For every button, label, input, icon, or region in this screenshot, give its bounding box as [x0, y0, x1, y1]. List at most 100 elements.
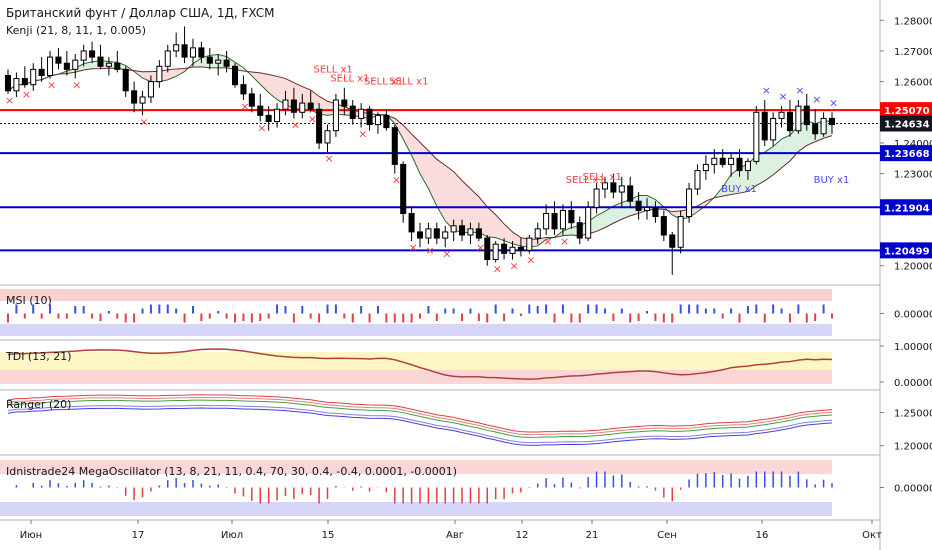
level-tag-label: 1.20499 [884, 246, 930, 257]
chart-title: Британский фунт / Доллар США, 1Д, FXCM [6, 6, 275, 20]
candle-body [139, 96, 146, 104]
x-tick-label: 21 [586, 530, 599, 541]
candle-body [55, 56, 62, 64]
kenji-label: Kenji (21, 8, 11, 1, 0.005) [6, 24, 147, 37]
candle-body [114, 62, 121, 70]
candle-body [290, 99, 297, 113]
price-tick-label: 1.24000 [894, 139, 932, 150]
last-price-tag [880, 115, 932, 132]
candle-body [80, 50, 87, 61]
sell-signal-label: SELL x1 [566, 175, 605, 186]
sell-x-marker: × [240, 100, 249, 113]
candle-body [13, 78, 20, 92]
ranger-line [7, 404, 833, 444]
sell-signal-label: SELL x1 [389, 77, 428, 88]
candle-body [332, 99, 339, 132]
candle-body [686, 188, 693, 218]
level-tag [880, 145, 932, 162]
kenji-fast-line [7, 53, 833, 248]
sell-x-marker: × [325, 152, 334, 165]
sell-x-marker: × [140, 115, 149, 128]
candle-body [459, 225, 466, 236]
level-tag [880, 102, 932, 119]
candle-body [543, 213, 550, 230]
buy-x-marker: × [779, 90, 788, 103]
sell-x-marker: × [22, 88, 31, 101]
kenji-band [722, 174, 732, 197]
sell-signal-label: SELL x1 [364, 77, 403, 88]
candle-body [803, 105, 810, 126]
x-tick-label: 16 [756, 530, 769, 541]
candle-body [509, 246, 516, 254]
candle-body [442, 231, 449, 239]
candle-body [4, 74, 12, 92]
kenji-band [562, 227, 572, 236]
candle-body [795, 105, 802, 132]
candle-body [47, 56, 54, 76]
x-tick-label: 17 [132, 530, 145, 541]
ranger-line [7, 396, 833, 436]
msi-lower-zone [0, 324, 832, 336]
x-tick-label: Июн [20, 530, 42, 541]
candle-body [122, 68, 129, 92]
kenji-band [436, 159, 446, 221]
kenji-band [83, 61, 93, 70]
candle-body [627, 185, 634, 202]
candle-body [147, 81, 154, 98]
sell-x-marker: × [392, 174, 401, 187]
price-tick-label: 1.26000 [894, 78, 932, 89]
candle-body [618, 185, 625, 193]
candle-body [341, 99, 348, 107]
x-tick-label: Июл [221, 530, 243, 541]
kenji-band [192, 57, 202, 68]
sell-x-marker: × [5, 94, 14, 107]
candle-body [97, 56, 104, 67]
sell-x-marker: × [442, 247, 451, 260]
sell-x-marker: × [257, 121, 266, 134]
x-tick-label: Авг [446, 530, 464, 541]
candle-body [467, 228, 474, 236]
candle-body [677, 216, 684, 248]
candle-body [265, 114, 272, 122]
kenji-band [445, 165, 454, 230]
candle-body [601, 182, 609, 190]
sell-signal-label: SELL x1 [583, 172, 622, 183]
candle-body [786, 111, 793, 132]
kenji-band [781, 135, 790, 168]
candle-body [105, 62, 112, 67]
kenji-band [176, 68, 185, 77]
candle-body [358, 108, 365, 119]
tdi-label: TDI (13, 21) [6, 350, 72, 363]
kenji-band [596, 211, 605, 232]
price-tick-label: 1.27000 [894, 47, 932, 58]
tdi-lower-zone [0, 370, 832, 384]
kenji-band [487, 206, 496, 238]
kenji-band [764, 146, 774, 181]
candle-body [248, 93, 255, 107]
candle-body [551, 213, 558, 230]
candle-body [635, 200, 642, 211]
msi-upper-zone [0, 289, 832, 301]
candle-body [30, 68, 37, 86]
candle-body [240, 84, 247, 95]
candle-body [408, 213, 415, 233]
buy-signal-label: BUY x1 [721, 184, 757, 195]
sell-x-marker: × [425, 244, 434, 257]
kenji-band [268, 74, 278, 100]
sell-x-marker: × [291, 118, 300, 131]
level-tag-label: 1.23668 [884, 149, 930, 160]
candle-body [307, 102, 314, 110]
candle-body [215, 59, 222, 64]
candle-body [391, 127, 398, 165]
buy-x-marker: × [762, 84, 771, 97]
candle-body [156, 65, 163, 83]
candle-body [610, 182, 617, 193]
candle-body [770, 117, 777, 141]
candle-body [559, 209, 566, 230]
candle-body [812, 124, 819, 135]
candle-body [501, 243, 508, 254]
candle-body [593, 188, 600, 208]
candle-body [223, 59, 230, 67]
tdi-axis-label: 1.00000 [894, 342, 932, 353]
